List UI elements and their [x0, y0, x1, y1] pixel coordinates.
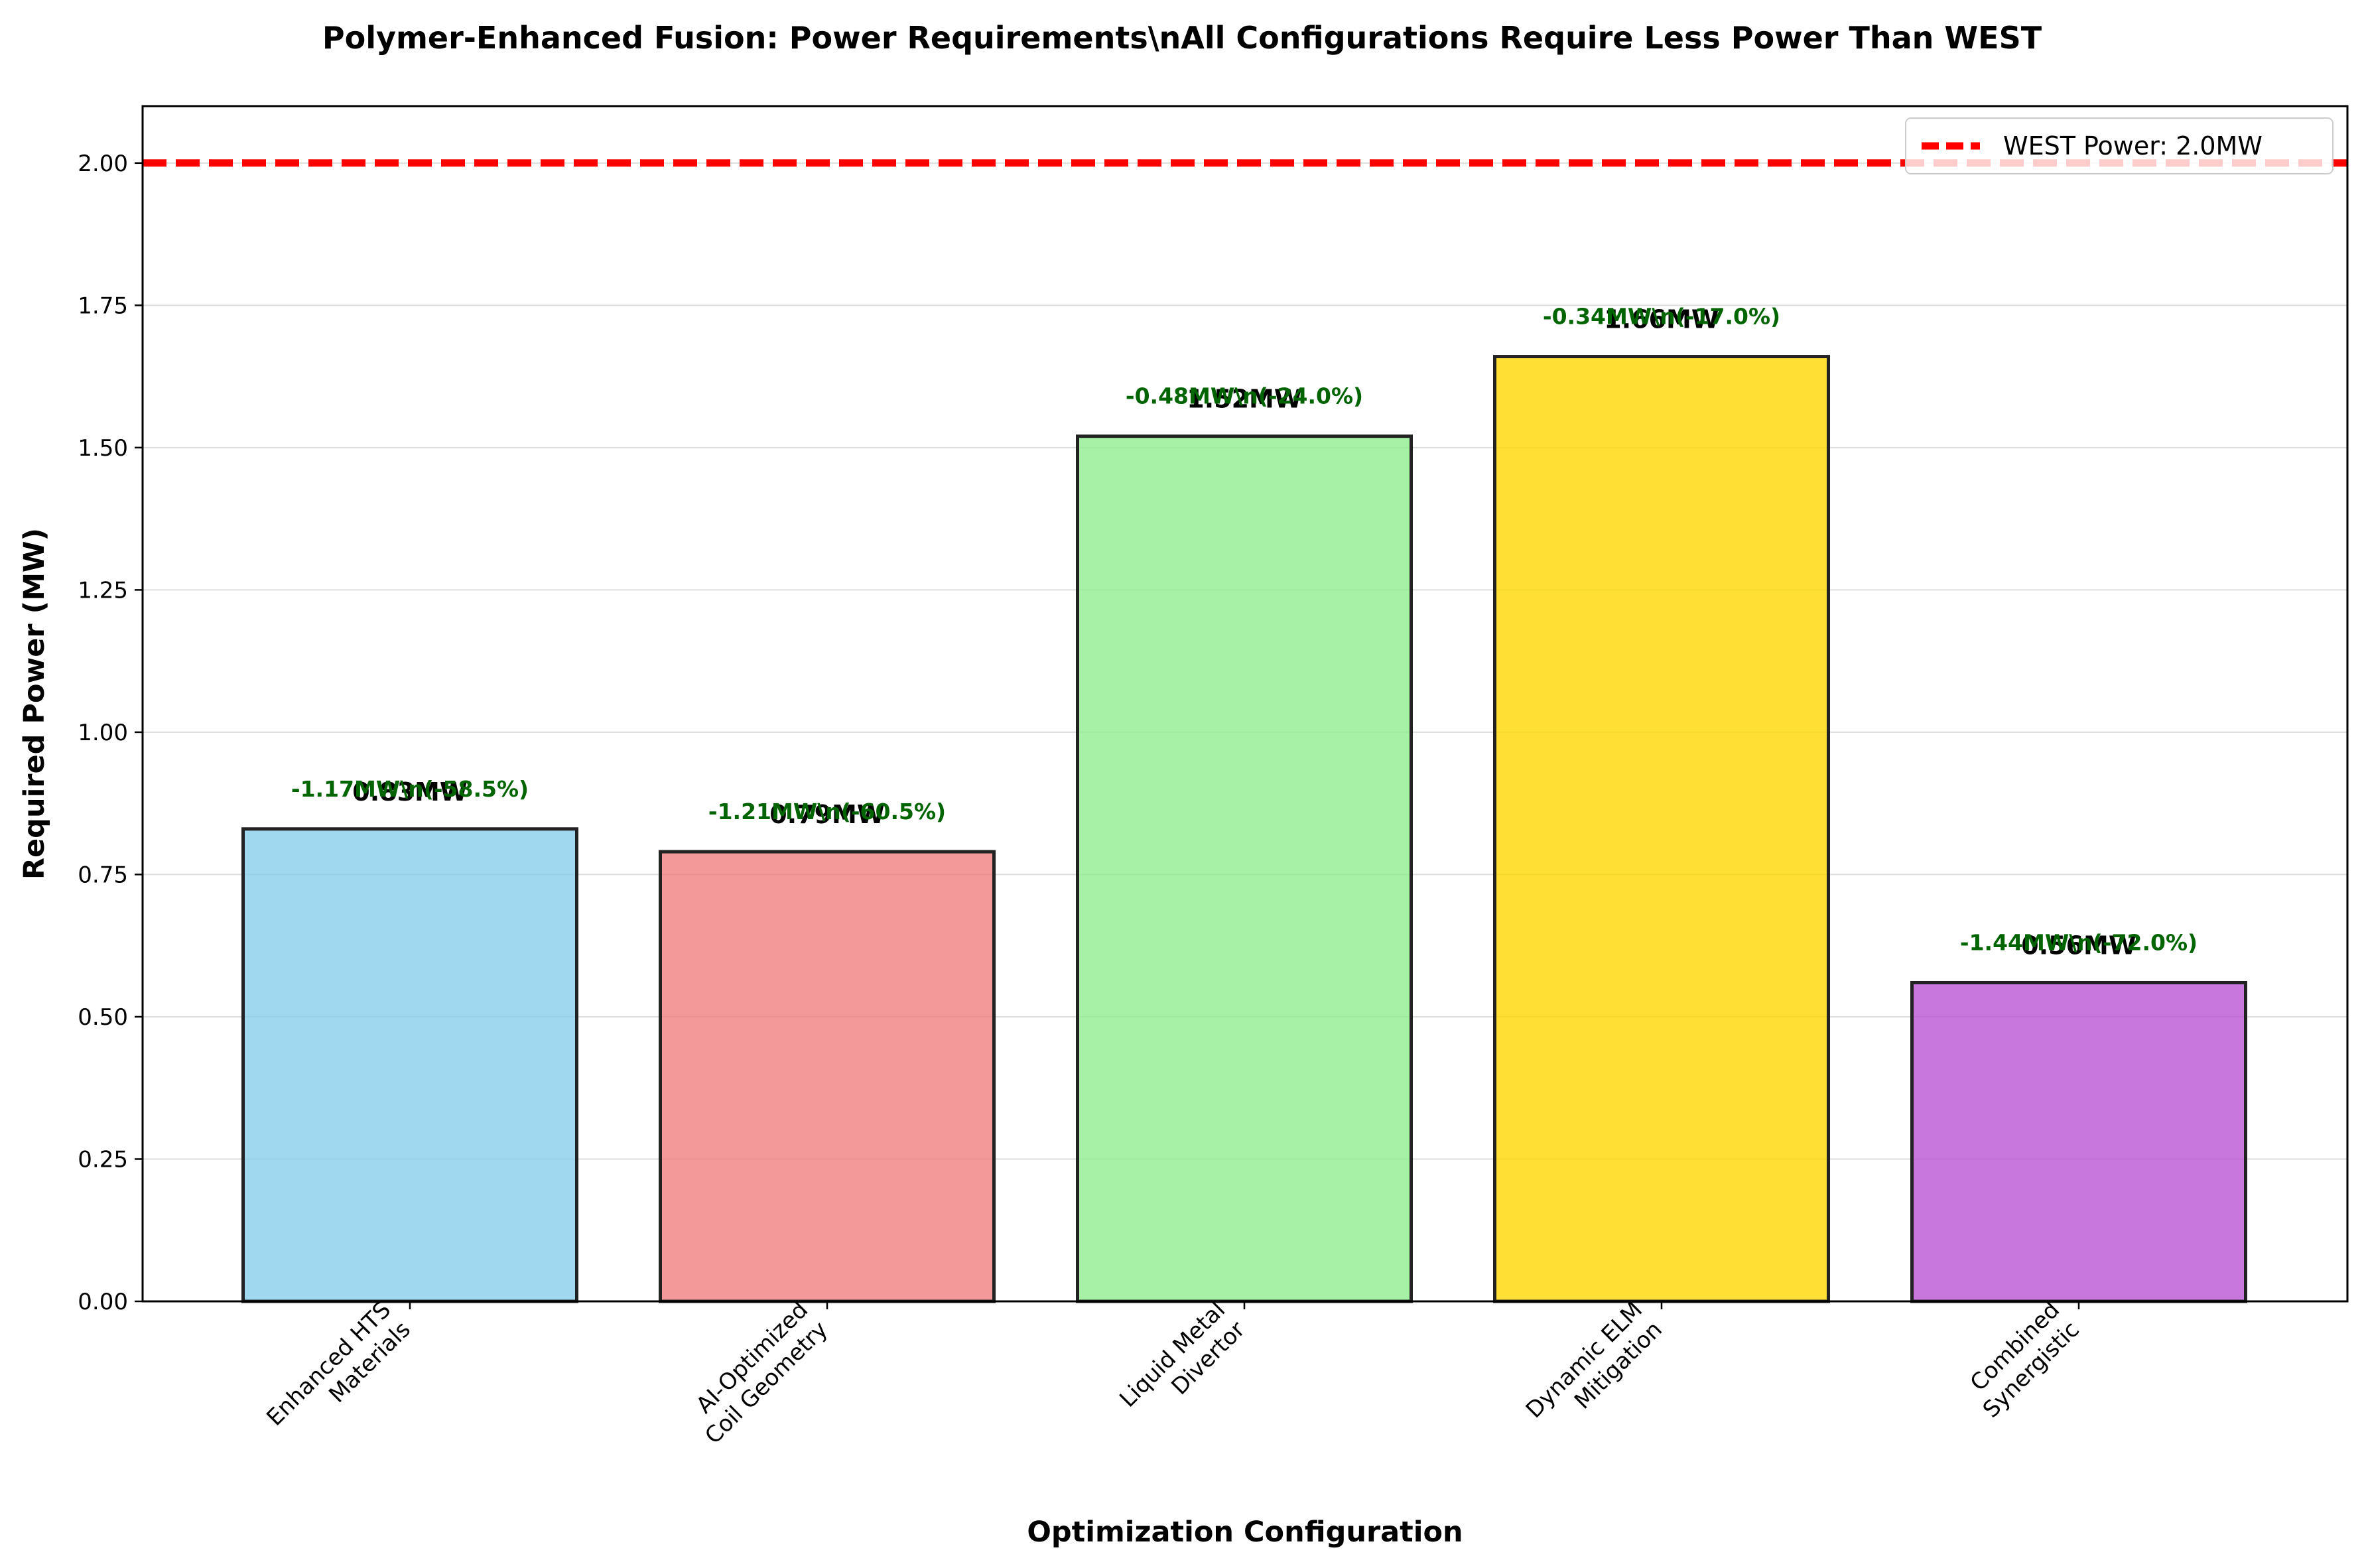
x-tick-label: AI-OptimizedCoil Geometry [680, 1297, 833, 1449]
svg-text:AI-OptimizedCoil Geometry: AI-OptimizedCoil Geometry [680, 1297, 832, 1449]
svg-text:Liquid MetalDivertor: Liquid MetalDivertor [1114, 1297, 1250, 1433]
y-tick-label: 0.50 [78, 1004, 128, 1031]
y-tick-label: 0.25 [78, 1146, 128, 1173]
y-tick-label: 1.75 [78, 293, 128, 319]
value-label: 0.56MW [2021, 931, 2136, 960]
y-axis-label: Required Power (MW) [18, 528, 51, 880]
svg-text:Dynamic ELMMitigation: Dynamic ELMMitigation [1521, 1297, 1668, 1443]
value-label: 0.83MW [352, 777, 468, 807]
legend-entry-west: WEST Power: 2.0MW [2003, 131, 2263, 161]
legend: WEST Power: 2.0MW [1905, 117, 2333, 174]
x-tick-label: Liquid MetalDivertor [1114, 1297, 1250, 1433]
y-tick-label: 0.00 [78, 1289, 128, 1315]
bar [241, 827, 578, 1303]
x-tick-label: Enhanced HTSMaterials [261, 1297, 416, 1451]
legend-box [1905, 117, 2333, 174]
delta-label: -1.21MW\n(-60.5%) [708, 799, 946, 824]
bar [1076, 434, 1413, 1303]
bar [659, 850, 996, 1303]
delta-label: -1.44MW\n(-72.0%) [1960, 929, 2198, 955]
bars [241, 355, 2247, 1303]
delta-label: -0.48MW\n(-24.0%) [1126, 383, 1363, 409]
y-tick-label: 1.25 [78, 577, 128, 604]
delta-label: -0.34MW\n(-17.0%) [1543, 304, 1780, 330]
bar [1910, 980, 2247, 1303]
y-tick-label: 2.00 [78, 151, 128, 177]
x-tick-label: CombinedSynergistic [1958, 1297, 2085, 1423]
x-tick-label: Dynamic ELMMitigation [1521, 1297, 1668, 1443]
svg-text:Enhanced HTSMaterials: Enhanced HTSMaterials [261, 1297, 416, 1451]
value-label: 1.52MW [1187, 385, 1302, 414]
value-label: 1.66MW [1604, 305, 1719, 334]
data-labels: 0.83MW-1.17MW\n(-58.5%) 0.79MW-1.21MW\n(-… [291, 304, 2198, 960]
x-axis: Enhanced HTSMaterials AI-OptimizedCoil Ge… [261, 1297, 2085, 1451]
y-tick-label: 1.50 [78, 435, 128, 462]
value-label: 0.79MW [769, 800, 885, 829]
chart-title: Polymer-Enhanced Fusion: Power Requireme… [322, 20, 2042, 56]
bar [1493, 355, 1830, 1303]
x-axis-label: Optimization Configuration [1027, 1516, 1463, 1549]
y-tick-label: 1.00 [78, 720, 128, 746]
svg-text:CombinedSynergistic: CombinedSynergistic [1958, 1297, 2085, 1423]
y-axis: 0.00 0.25 0.50 0.75 1.00 1.25 1.50 1.75 2.00 [78, 151, 143, 1315]
y-tick-label: 0.75 [78, 862, 128, 888]
delta-label: -1.17MW\n(-58.5%) [291, 776, 529, 802]
